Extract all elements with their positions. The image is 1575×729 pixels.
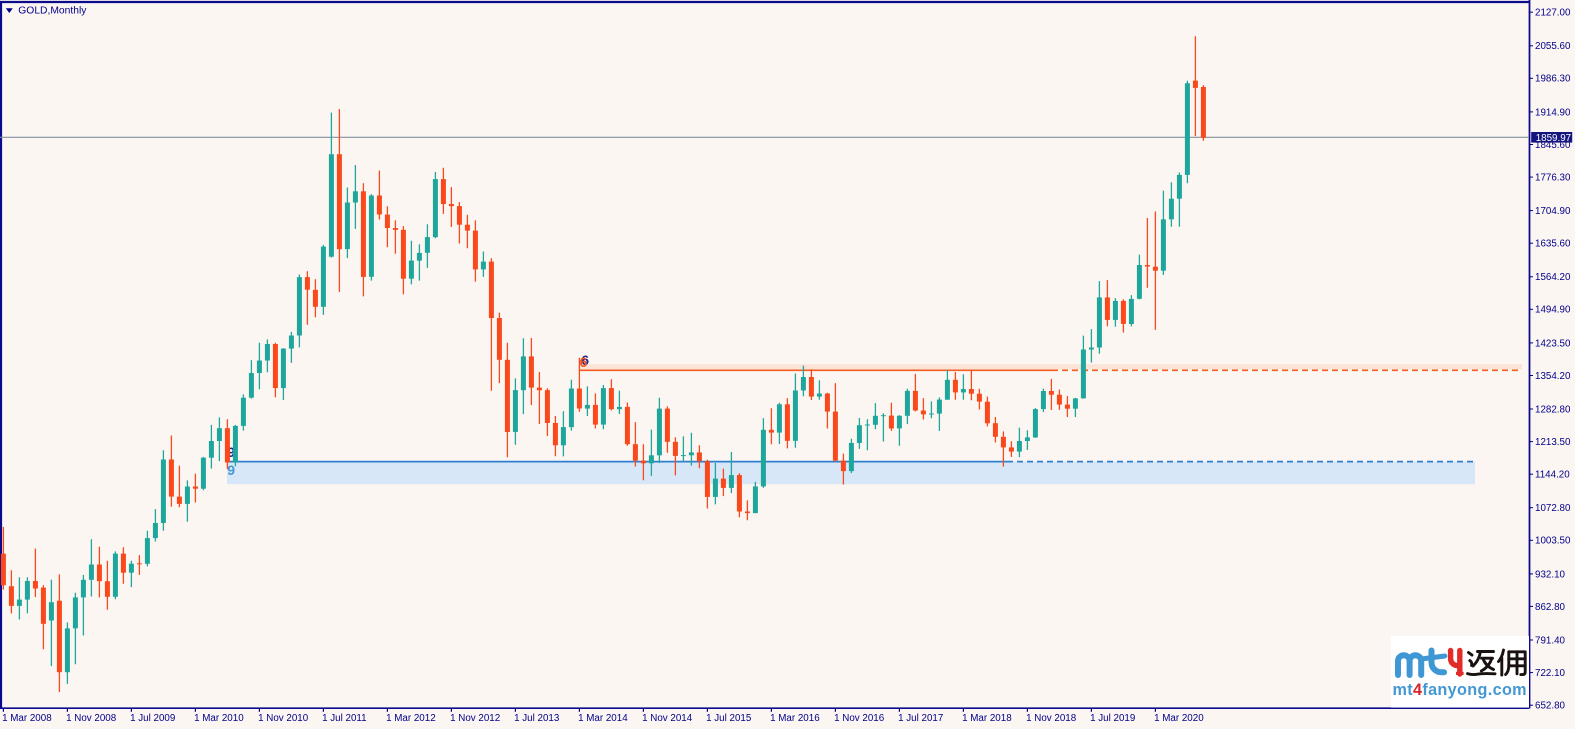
svg-text:1144.20: 1144.20 <box>1535 470 1570 481</box>
svg-text:1 Nov 2016: 1 Nov 2016 <box>834 713 885 724</box>
svg-text:1 Nov 2012: 1 Nov 2012 <box>450 713 500 724</box>
svg-text:mt4fanyong.com: mt4fanyong.com <box>1393 681 1527 699</box>
svg-text:722.10: 722.10 <box>1535 668 1566 679</box>
svg-text:1 Jul 2013: 1 Jul 2013 <box>514 713 560 724</box>
svg-text:1776.30: 1776.30 <box>1535 173 1571 184</box>
svg-text:GOLD,Monthly: GOLD,Monthly <box>18 6 87 17</box>
svg-text:1 Nov 2018: 1 Nov 2018 <box>1026 713 1077 724</box>
svg-text:1 Mar 2020: 1 Mar 2020 <box>1154 713 1204 724</box>
svg-text:9: 9 <box>227 462 235 478</box>
svg-text:652.80: 652.80 <box>1535 701 1566 712</box>
svg-text:1 Nov 2008: 1 Nov 2008 <box>66 713 117 724</box>
svg-text:1 Mar 2018: 1 Mar 2018 <box>962 713 1012 724</box>
svg-text:1 Mar 2010: 1 Mar 2010 <box>194 713 244 724</box>
svg-text:1 Jul 2009: 1 Jul 2009 <box>130 713 175 724</box>
svg-text:1 Nov 2010: 1 Nov 2010 <box>258 713 309 724</box>
svg-text:1 Nov 2014: 1 Nov 2014 <box>642 713 693 724</box>
svg-text:862.80: 862.80 <box>1535 602 1566 613</box>
svg-text:1845.60: 1845.60 <box>1535 140 1571 151</box>
svg-text:1 Mar 2016: 1 Mar 2016 <box>770 713 820 724</box>
svg-text:1 Mar 2014: 1 Mar 2014 <box>578 713 628 724</box>
svg-text:1354.20: 1354.20 <box>1535 371 1571 382</box>
svg-text:1 Mar 2008: 1 Mar 2008 <box>2 713 52 724</box>
svg-text:1072.80: 1072.80 <box>1535 503 1571 514</box>
svg-text:1003.50: 1003.50 <box>1535 536 1571 547</box>
svg-text:6: 6 <box>580 354 588 370</box>
svg-text:1914.90: 1914.90 <box>1535 107 1571 118</box>
svg-text:1 Jul 2011: 1 Jul 2011 <box>322 713 366 724</box>
svg-text:1213.50: 1213.50 <box>1535 437 1571 448</box>
svg-text:1635.60: 1635.60 <box>1535 239 1571 250</box>
svg-text:1282.80: 1282.80 <box>1535 404 1571 415</box>
svg-text:1859.97: 1859.97 <box>1536 133 1571 144</box>
svg-text:2127.00: 2127.00 <box>1535 8 1571 19</box>
svg-text:791.40: 791.40 <box>1535 635 1566 646</box>
svg-text:1494.90: 1494.90 <box>1535 305 1571 316</box>
svg-text:1 Jul 2017: 1 Jul 2017 <box>898 713 943 724</box>
svg-text:1564.20: 1564.20 <box>1535 272 1571 283</box>
svg-text:1 Jul 2015: 1 Jul 2015 <box>706 713 752 724</box>
svg-text:6: 6 <box>581 352 589 368</box>
svg-text:9: 9 <box>227 444 235 460</box>
svg-text:1 Jul 2019: 1 Jul 2019 <box>1090 713 1135 724</box>
svg-text:1986.30: 1986.30 <box>1535 74 1571 85</box>
svg-text:1 Mar 2012: 1 Mar 2012 <box>386 713 436 724</box>
svg-text:1423.50: 1423.50 <box>1535 338 1571 349</box>
svg-text:2055.60: 2055.60 <box>1535 41 1571 52</box>
svg-text:1704.90: 1704.90 <box>1535 206 1571 217</box>
svg-text:932.10: 932.10 <box>1535 569 1566 580</box>
